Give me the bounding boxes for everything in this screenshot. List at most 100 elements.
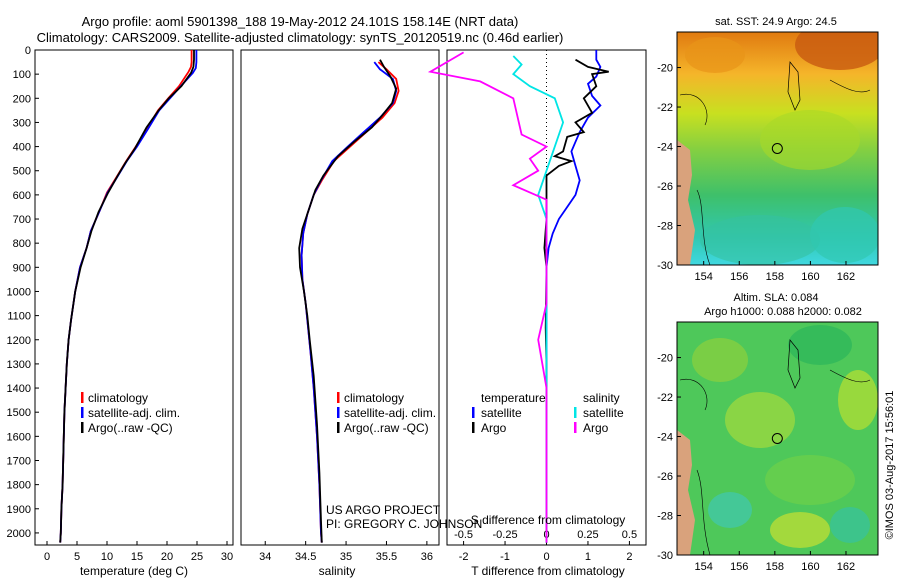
lat-tick-label: -24 xyxy=(657,432,673,444)
temperature-legend: climatology satellite-adj. clim. Argo(..… xyxy=(81,391,180,435)
T-tick-label: -2 xyxy=(459,551,469,563)
x-tick-label: 35.5 xyxy=(376,551,397,563)
x-tick-label: 35 xyxy=(340,551,352,563)
lat-tick-label: -20 xyxy=(657,63,673,75)
difference-series xyxy=(427,50,609,543)
series-line-satellite xyxy=(59,50,198,543)
x-tick-label: 36 xyxy=(421,551,433,563)
series-line-T-argo xyxy=(543,58,609,543)
legend-swatch-satellite xyxy=(337,407,340,418)
lat-tick-label: -28 xyxy=(657,511,673,523)
imos-watermark: ©IMOS 03-Aug-2017 15:56:01 xyxy=(884,391,896,540)
lon-tick-label: 160 xyxy=(801,561,819,573)
lon-tick-label: 154 xyxy=(695,561,713,573)
pressure-tick-label: 1600 xyxy=(7,431,31,443)
temperature-x-axis: 0 5 10 15 20 25 30 xyxy=(44,541,233,563)
pressure-tick-label: 0 xyxy=(25,45,31,57)
pressure-tick-label: 900 xyxy=(13,262,31,274)
pressure-axis: 0 100 200 300 400 500 600 700 800 900 1000 1100 1200… xyxy=(7,45,39,540)
header-line1: Argo profile: aoml 5901398_188 19-May-20… xyxy=(82,14,519,29)
legend-temperature-title: temperature xyxy=(481,391,546,405)
salinity-series xyxy=(298,59,400,543)
legend-swatch-S-argo xyxy=(574,422,577,433)
x-tick-label: 0 xyxy=(44,551,50,563)
x-tick-label: 5 xyxy=(74,551,80,563)
pressure-tick-label: 1200 xyxy=(7,335,31,347)
pressure-tick-label: 1400 xyxy=(7,383,31,395)
legend-T-argo: Argo xyxy=(481,421,507,435)
salinity-panel xyxy=(240,49,440,546)
pressure-tick-label: 200 xyxy=(13,93,31,105)
series-line-climatology xyxy=(300,61,400,543)
lat-tick-label: -24 xyxy=(657,142,673,154)
legend-climatology: climatology xyxy=(88,391,148,405)
legend-swatch-T-argo xyxy=(472,422,475,433)
series-line-T-satellite xyxy=(545,50,602,543)
reef-outline xyxy=(787,339,801,389)
sla-map-frame xyxy=(676,321,879,556)
pressure-tick-label: 1300 xyxy=(7,359,31,371)
isobath-lines xyxy=(679,369,871,555)
sst-map-axes: 154 156 158 160 162 -20 -22 -24 -26 -28 -30 xyxy=(657,63,855,283)
lat-tick-label: -26 xyxy=(657,471,673,483)
pressure-tick-label: 600 xyxy=(13,190,31,202)
lat-tick-label: -30 xyxy=(657,550,673,562)
T-tick-label: -1 xyxy=(500,551,510,563)
legend-S-argo: Argo xyxy=(583,421,609,435)
T-tick-label: 2 xyxy=(626,551,632,563)
pressure-tick-label: 400 xyxy=(13,142,31,154)
lon-tick-label: 158 xyxy=(766,561,784,573)
sla-map-axes: 154 156 158 160 162 -20 -22 -24 -26 -28 -30 xyxy=(657,353,855,573)
pressure-tick-label: 500 xyxy=(13,166,31,178)
profile-location-marker xyxy=(771,143,783,154)
legend-climatology: climatology xyxy=(344,391,404,405)
pressure-tick-label: 300 xyxy=(13,117,31,129)
salinity-x-axis: 34 34.5 35 35.5 36 xyxy=(259,541,433,563)
S-difference-xlabel: S difference from climatology xyxy=(471,513,626,527)
S-tick-label: -0.5 xyxy=(454,529,473,541)
sst-map-frame xyxy=(676,31,879,266)
land-mass xyxy=(677,430,695,555)
legend-swatch-argo xyxy=(81,422,84,433)
temperature-series xyxy=(59,50,198,543)
lon-tick-label: 154 xyxy=(695,271,713,283)
pressure-tick-label: 1500 xyxy=(7,407,31,419)
lat-tick-label: -20 xyxy=(657,353,673,365)
reef-outline xyxy=(787,61,801,111)
lon-tick-label: 158 xyxy=(766,271,784,283)
S-tick-label: -0.25 xyxy=(493,529,518,541)
pressure-tick-label: 100 xyxy=(13,69,31,81)
lat-tick-label: -26 xyxy=(657,181,673,193)
legend-swatch-S-satellite xyxy=(574,407,577,418)
difference-legend: temperature satellite Argo salinity sate… xyxy=(472,391,624,435)
series-line-S-argo xyxy=(427,51,549,543)
lon-tick-label: 162 xyxy=(837,271,855,283)
sla-map-subtitle: Argo h1000: 0.088 h2000: 0.082 xyxy=(704,306,862,318)
x-tick-label: 34.5 xyxy=(295,551,316,563)
T-tick-label: 1 xyxy=(585,551,591,563)
lon-tick-label: 160 xyxy=(801,271,819,283)
series-line-argo xyxy=(59,50,195,543)
x-tick-label: 15 xyxy=(131,551,143,563)
temperature-xlabel: temperature (deg C) xyxy=(80,564,188,578)
legend-argo: Argo(..raw -QC) xyxy=(344,421,429,435)
legend-satellite: satellite-adj. clim. xyxy=(88,406,180,420)
profile-location-marker xyxy=(771,433,783,444)
legend-swatch-satellite xyxy=(81,407,84,418)
x-tick-label: 20 xyxy=(161,551,173,563)
lat-tick-label: -30 xyxy=(657,260,673,272)
lon-tick-label: 162 xyxy=(837,561,855,573)
pressure-tick-label: 1800 xyxy=(7,480,31,492)
series-line-satellite xyxy=(300,61,398,543)
pi-credit: PI: GREGORY C. JOHNSON xyxy=(326,517,482,531)
series-line-S-satellite xyxy=(511,55,565,543)
series-line-climatology xyxy=(59,50,193,543)
project-credit: US ARGO PROJECT xyxy=(326,503,441,517)
pressure-tick-label: 1700 xyxy=(7,455,31,467)
pressure-tick-label: 1100 xyxy=(7,311,31,323)
legend-swatch-argo xyxy=(337,422,340,433)
land-mass xyxy=(677,140,695,265)
legend-T-satellite: satellite xyxy=(481,406,522,420)
